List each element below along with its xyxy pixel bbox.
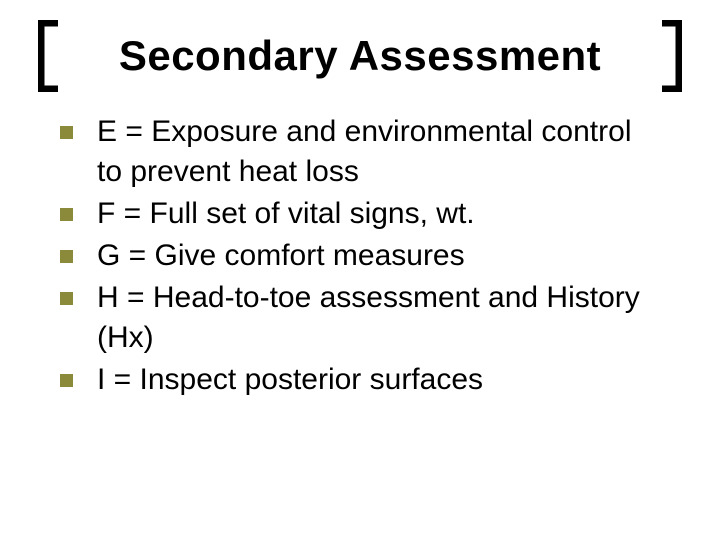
list-item-text: G = Give comfort measures [97,236,660,276]
square-bullet-icon [60,250,73,263]
right-bracket-icon [660,20,682,92]
list-item: I = Inspect posterior surfaces [60,360,660,400]
title-container: Secondary Assessment [38,20,682,92]
left-bracket-icon [38,20,60,92]
list-item: F = Full set of vital signs, wt. [60,194,660,234]
square-bullet-icon [60,208,73,221]
list-item-text: F = Full set of vital signs, wt. [97,194,660,234]
square-bullet-icon [60,292,73,305]
list-item: E = Exposure and environmental control t… [60,112,660,192]
list-item-text: I = Inspect posterior surfaces [97,360,660,400]
slide-title: Secondary Assessment [60,35,660,77]
list-item: H = Head-to-toe assessment and History (… [60,278,660,358]
list-item-text: H = Head-to-toe assessment and History (… [97,278,660,358]
square-bullet-icon [60,126,73,139]
slide: Secondary Assessment E = Exposure and en… [0,0,720,540]
bullet-list: E = Exposure and environmental control t… [60,112,660,402]
list-item: G = Give comfort measures [60,236,660,276]
list-item-text: E = Exposure and environmental control t… [97,112,660,192]
square-bullet-icon [60,374,73,387]
